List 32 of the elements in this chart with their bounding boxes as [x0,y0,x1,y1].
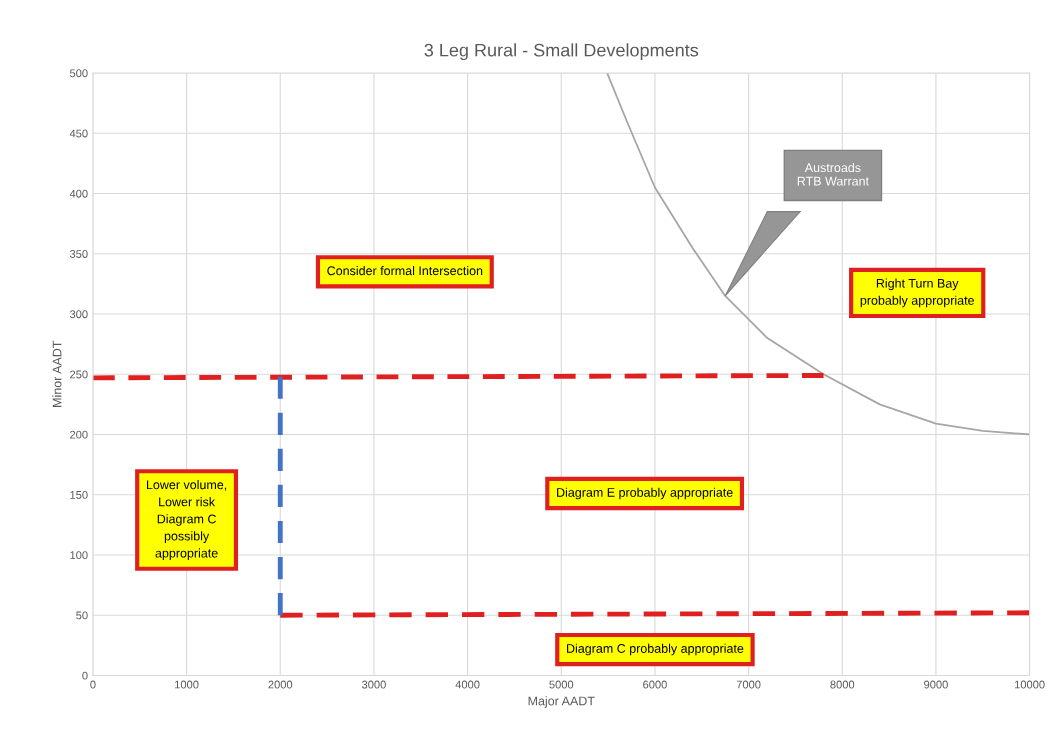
x-axis-title: Major AADT [528,696,595,708]
annotation: Lower volume, Lower risk Diagram C possibly appropriate [146,480,227,561]
x-tick-label: 9000 [924,680,948,689]
y-tick-label: 300 [69,310,88,319]
y-tick-label: 0 [82,671,88,680]
y-tick-label: 150 [70,490,88,499]
y-tick-label: 50 [76,611,88,620]
x-tick-label: 3000 [362,680,386,689]
annotation: Austroads RTB Warrant [797,162,869,186]
x-tick-label: 2000 [268,680,293,689]
y-tick-label: 200 [70,430,88,439]
x-tick-label: 8000 [830,680,855,689]
x-tick-label: 4000 [455,680,480,689]
y-tick-label: 450 [69,129,88,138]
y-tick-label: 250 [70,370,88,379]
y-tick-label: 100 [70,551,88,560]
annotation: Consider formal Intersection [327,266,483,276]
y-axis-title: Minor AADT [52,340,62,407]
y-tick-label: 400 [69,189,88,198]
annotation: Diagram E probably appropriate [557,487,733,500]
chart-title: 3 Leg Rural - Small Developments [424,43,699,61]
annotation: Right Turn Bay probably appropriate [860,278,974,308]
x-tick-label: 5000 [549,680,574,689]
line-series [606,73,1030,436]
annotation: Diagram C probably appropriate [567,643,744,656]
x-tick-label: 6000 [643,680,667,689]
y-tick-label: 350 [69,250,88,258]
y-tick-label: 500 [69,69,88,78]
x-tick-label: 10000 [1015,680,1045,689]
x-tick-label: 7000 [736,680,761,689]
x-tick-label: 1000 [175,680,199,689]
x-tick-label: 0 [90,680,96,689]
